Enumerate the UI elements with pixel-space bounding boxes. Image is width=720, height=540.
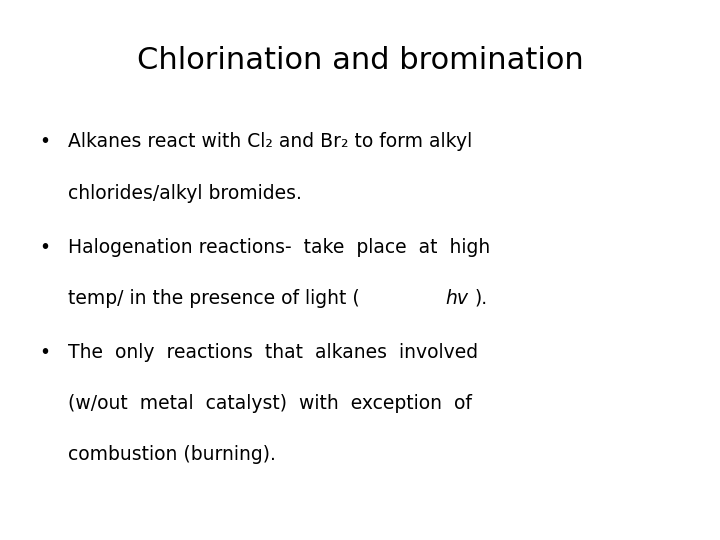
Text: (w/out  metal  catalyst)  with  exception  of: (w/out metal catalyst) with exception of — [68, 394, 472, 413]
Text: hv: hv — [445, 289, 468, 308]
Text: ).: ). — [474, 289, 487, 308]
Text: combustion (burning).: combustion (burning). — [68, 446, 276, 464]
Text: Chlorination and bromination: Chlorination and bromination — [137, 46, 583, 75]
Text: •: • — [40, 132, 50, 151]
Text: The  only  reactions  that  alkanes  involved: The only reactions that alkanes involved — [68, 343, 479, 362]
Text: Halogenation reactions-  take  place  at  high: Halogenation reactions- take place at hi… — [68, 238, 490, 256]
Text: Alkanes react with Cl₂ and Br₂ to form alkyl: Alkanes react with Cl₂ and Br₂ to form a… — [68, 132, 472, 151]
Text: •: • — [40, 343, 50, 362]
Text: chlorides/alkyl bromides.: chlorides/alkyl bromides. — [68, 184, 302, 202]
Text: temp/ in the presence of light (: temp/ in the presence of light ( — [68, 289, 360, 308]
Text: •: • — [40, 238, 50, 256]
